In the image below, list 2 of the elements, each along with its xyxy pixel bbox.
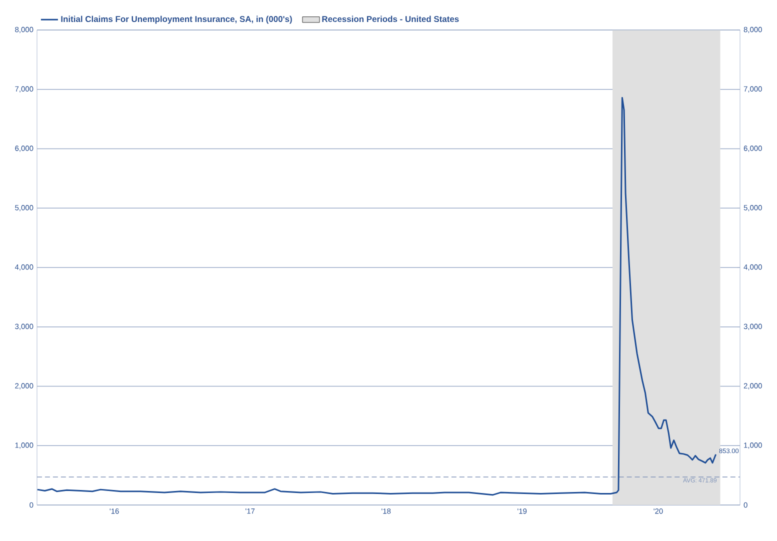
legend-label: Initial Claims For Unemployment Insurance, SA, in (000's) [61, 16, 292, 24]
legend-label: Recession Periods - United States [322, 16, 459, 22]
